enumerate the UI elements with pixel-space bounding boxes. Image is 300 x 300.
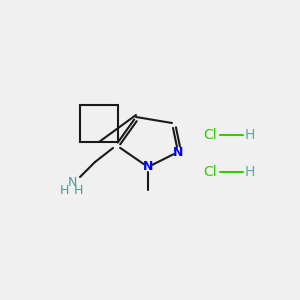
Text: H: H xyxy=(73,184,83,196)
Text: Cl: Cl xyxy=(203,128,217,142)
Text: N: N xyxy=(173,146,183,158)
Text: N: N xyxy=(67,176,77,188)
Text: H: H xyxy=(59,184,69,196)
Text: H: H xyxy=(245,165,255,179)
Text: Cl: Cl xyxy=(203,165,217,179)
Text: H: H xyxy=(245,128,255,142)
Text: N: N xyxy=(143,160,153,173)
